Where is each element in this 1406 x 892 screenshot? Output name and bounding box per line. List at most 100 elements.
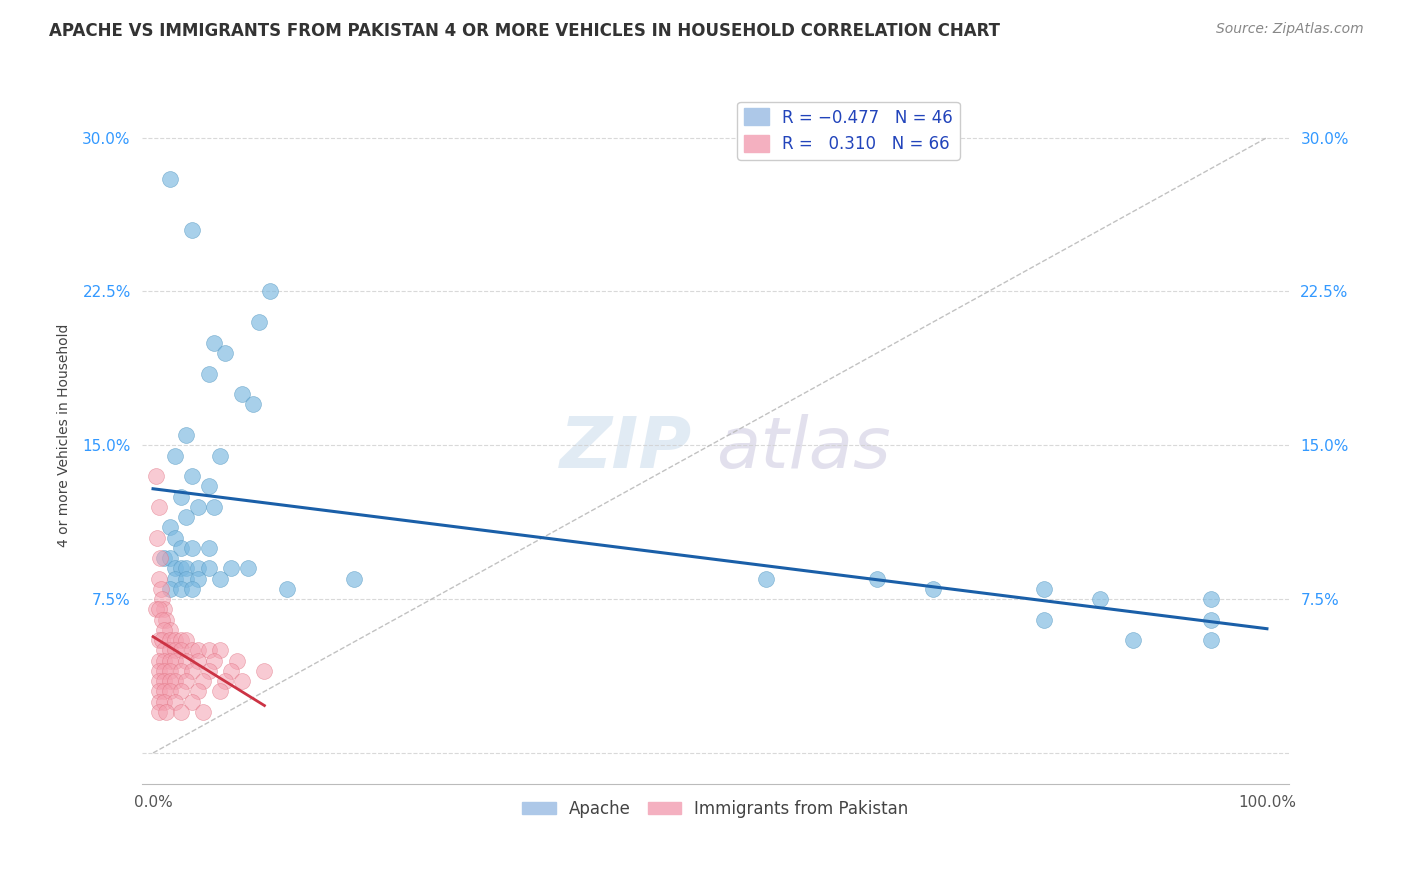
Point: [1122, 633, 1144, 648]
Point: [148, 705, 170, 719]
Point: [176, 561, 198, 575]
Point: [170, 561, 193, 575]
Point: [219, 664, 242, 678]
Point: [208, 449, 231, 463]
Point: [187, 654, 209, 668]
Point: [1199, 613, 1222, 627]
Point: [342, 572, 364, 586]
Point: [159, 520, 181, 534]
Point: [197, 479, 219, 493]
Point: [197, 541, 219, 555]
Point: [866, 572, 889, 586]
Point: [176, 633, 198, 648]
Point: [176, 674, 198, 689]
Point: [197, 643, 219, 657]
Point: [153, 643, 176, 657]
Point: [202, 335, 225, 350]
Point: [1199, 633, 1222, 648]
Point: [1033, 582, 1056, 596]
Point: [150, 592, 173, 607]
Point: [181, 664, 204, 678]
Point: [165, 654, 187, 668]
Point: [148, 684, 170, 698]
Point: [236, 561, 259, 575]
Point: [165, 633, 187, 648]
Point: [191, 674, 214, 689]
Point: [165, 449, 187, 463]
Point: [921, 582, 943, 596]
Point: [181, 541, 204, 555]
Text: atlas: atlas: [716, 415, 890, 483]
Point: [187, 500, 209, 514]
Point: [1033, 613, 1056, 627]
Point: [148, 602, 170, 616]
Point: [170, 705, 193, 719]
Point: [148, 695, 170, 709]
Point: [165, 572, 187, 586]
Point: [170, 664, 193, 678]
Point: [153, 684, 176, 698]
Point: [146, 531, 169, 545]
Point: [145, 602, 167, 616]
Y-axis label: 4 or more Vehicles in Household: 4 or more Vehicles in Household: [58, 324, 72, 547]
Point: [170, 643, 193, 657]
Point: [159, 633, 181, 648]
Point: [153, 664, 176, 678]
Point: [242, 397, 264, 411]
Text: APACHE VS IMMIGRANTS FROM PAKISTAN 4 OR MORE VEHICLES IN HOUSEHOLD CORRELATION C: APACHE VS IMMIGRANTS FROM PAKISTAN 4 OR …: [49, 22, 1000, 40]
Point: [181, 223, 204, 237]
Point: [225, 654, 247, 668]
Point: [150, 613, 173, 627]
Point: [150, 633, 173, 648]
Point: [170, 633, 193, 648]
Point: [153, 551, 176, 566]
Point: [149, 582, 172, 596]
Point: [181, 582, 204, 596]
Point: [165, 561, 187, 575]
Point: [148, 500, 170, 514]
Point: [170, 684, 193, 698]
Point: [1199, 592, 1222, 607]
Point: [159, 674, 181, 689]
Point: [187, 643, 209, 657]
Point: [755, 572, 778, 586]
Point: [181, 643, 204, 657]
Point: [202, 500, 225, 514]
Point: [148, 572, 170, 586]
Point: [219, 561, 242, 575]
Point: [159, 551, 181, 566]
Text: Source: ZipAtlas.com: Source: ZipAtlas.com: [1216, 22, 1364, 37]
Point: [191, 705, 214, 719]
Point: [170, 541, 193, 555]
Point: [159, 664, 181, 678]
Point: [153, 654, 176, 668]
Point: [231, 387, 253, 401]
Point: [155, 705, 177, 719]
Point: [176, 428, 198, 442]
Point: [276, 582, 298, 596]
Point: [159, 654, 181, 668]
Point: [176, 654, 198, 668]
Text: ZIP: ZIP: [561, 415, 693, 483]
Point: [197, 664, 219, 678]
Point: [181, 469, 204, 483]
Point: [153, 695, 176, 709]
Point: [155, 613, 177, 627]
Point: [247, 315, 270, 329]
Point: [197, 367, 219, 381]
Point: [159, 643, 181, 657]
Point: [214, 346, 236, 360]
Legend: Apache, Immigrants from Pakistan: Apache, Immigrants from Pakistan: [516, 793, 915, 824]
Point: [165, 674, 187, 689]
Point: [159, 684, 181, 698]
Point: [153, 623, 176, 637]
Point: [1088, 592, 1111, 607]
Point: [153, 674, 176, 689]
Point: [181, 695, 204, 709]
Point: [259, 285, 281, 299]
Point: [165, 643, 187, 657]
Point: [202, 654, 225, 668]
Point: [148, 654, 170, 668]
Point: [149, 551, 172, 566]
Point: [159, 171, 181, 186]
